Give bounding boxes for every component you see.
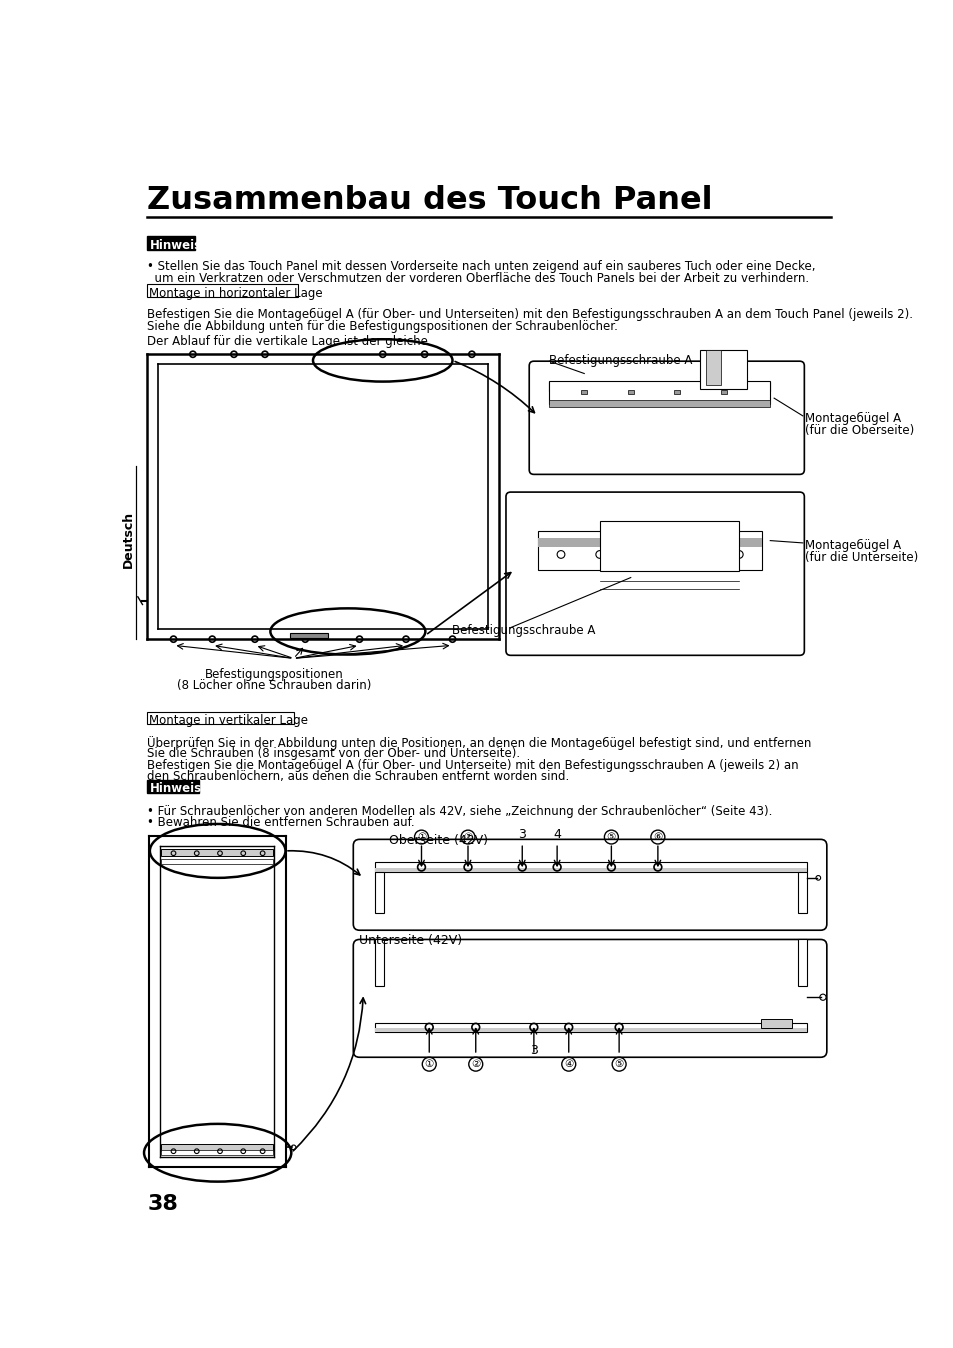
Bar [147, 780, 199, 793]
Polygon shape [537, 538, 761, 547]
Text: (8 Löcher ohne Schrauben darin): (8 Löcher ohne Schrauben darin) [177, 679, 371, 693]
Bar [161, 860, 273, 864]
Text: ②: ② [463, 832, 472, 842]
Circle shape [735, 550, 742, 558]
Text: Zusammenbau des Touch Panel: Zusammenbau des Touch Panel [147, 185, 712, 216]
Bar [375, 1029, 806, 1031]
Text: Hinweis: Hinweis [150, 239, 201, 252]
Circle shape [819, 993, 825, 1000]
Bar [375, 868, 806, 872]
Text: Der Ablauf für die vertikale Lage ist der gleiche.: Der Ablauf für die vertikale Lage ist de… [147, 336, 432, 348]
FancyBboxPatch shape [529, 361, 803, 474]
Bar [798, 940, 806, 985]
Text: • Für Schraubenlöcher von anderen Modellen als 42V, siehe „Zeichnung der Schraub: • Für Schraubenlöcher von anderen Modell… [147, 805, 772, 818]
Text: Befestigungspositionen: Befestigungspositionen [205, 669, 343, 682]
Text: 3: 3 [529, 1043, 537, 1057]
Text: um ein Verkratzen oder Verschmutzen der vorderen Oberfläche des Touch Panels bei: um ein Verkratzen oder Verschmutzen der … [147, 272, 808, 284]
Bar [147, 712, 294, 724]
Bar [720, 391, 726, 395]
Text: Befestigen Sie die Montageбügel A (für Ober- und Unterseiten) mit den Befestigun: Befestigen Sie die Montageбügel A (für O… [147, 309, 912, 321]
Text: (für die Unterseite): (für die Unterseite) [804, 550, 918, 563]
Text: Überprüfen Sie in der Abbildung unten die Positionen, an denen die Montageбügel : Überprüfen Sie in der Abbildung unten di… [147, 736, 811, 749]
Text: • Bewahren Sie die entfernen Schrauben auf.: • Bewahren Sie die entfernen Schrauben a… [147, 817, 415, 829]
Polygon shape [537, 531, 761, 570]
Text: ④: ④ [563, 1060, 573, 1069]
Text: Unterseite (42V): Unterseite (42V) [359, 934, 462, 948]
Text: (für die Oberseite): (für die Oberseite) [804, 423, 913, 437]
Text: 38: 38 [147, 1193, 178, 1213]
Bar [674, 391, 679, 395]
Text: Befestigungsschraube A: Befestigungsschraube A [452, 624, 596, 636]
Bar [375, 940, 384, 985]
Bar [700, 350, 746, 390]
FancyBboxPatch shape [353, 940, 826, 1057]
Text: Deutsch: Deutsch [122, 511, 135, 568]
Circle shape [596, 550, 603, 558]
FancyBboxPatch shape [353, 840, 826, 930]
Text: ⑥: ⑥ [653, 832, 661, 842]
Text: Montageбügel A: Montageбügel A [804, 539, 901, 553]
Text: • Stellen Sie das Touch Panel mit dessen Vorderseite nach unten zeigend auf ein : • Stellen Sie das Touch Panel mit dessen… [147, 260, 815, 274]
Bar [161, 1143, 273, 1151]
Circle shape [688, 550, 696, 558]
Circle shape [557, 550, 564, 558]
Bar [375, 863, 806, 872]
Bar [580, 391, 587, 395]
Text: 4: 4 [553, 828, 560, 841]
Text: Montage in vertikaler Lage: Montage in vertikaler Lage [150, 714, 308, 727]
Text: ⑤: ⑤ [606, 832, 616, 842]
Text: Montage in horizontaler Lage: Montage in horizontaler Lage [150, 287, 323, 299]
Bar [599, 522, 739, 572]
Circle shape [641, 550, 649, 558]
Circle shape [815, 876, 820, 880]
Bar [549, 381, 769, 404]
Bar [375, 872, 384, 913]
Bar [760, 1019, 791, 1029]
Bar [375, 1023, 806, 1031]
Bar [798, 872, 806, 913]
Circle shape [291, 1144, 295, 1150]
Text: den Schraubenlöchern, aus denen die Schrauben entfernt worden sind.: den Schraubenlöchern, aus denen die Schr… [147, 770, 569, 783]
Bar [161, 1150, 273, 1155]
Bar [290, 634, 328, 638]
Text: Befestigen Sie die Montageбügel A (für Ober- und Unterseite) mit den Befestigung: Befestigen Sie die Montageбügel A (für O… [147, 759, 798, 771]
Bar [147, 236, 195, 249]
Bar [147, 284, 298, 297]
Text: Befestigungsschraube A: Befestigungsschraube A [549, 355, 692, 367]
Text: Siehe die Abbildung unten für die Befestigungspositionen der Schraubenlöcher.: Siehe die Abbildung unten für die Befest… [147, 319, 618, 333]
Text: Sie die Schrauben (8 insgesamt von der Ober- und Unterseite).: Sie die Schrauben (8 insgesamt von der O… [147, 747, 519, 760]
Bar [705, 350, 720, 386]
FancyBboxPatch shape [505, 492, 803, 655]
Text: Montageбügel A: Montageбügel A [804, 412, 901, 425]
Text: Oberseite (42V): Oberseite (42V) [389, 834, 487, 847]
Text: ⑤: ⑤ [614, 1060, 623, 1069]
Text: ②: ② [471, 1060, 480, 1069]
Text: Hinweise: Hinweise [150, 782, 210, 795]
Text: ①: ① [424, 1060, 434, 1069]
Bar [161, 849, 273, 856]
Bar [627, 391, 633, 395]
Text: 3: 3 [517, 828, 526, 841]
Text: ①: ① [416, 832, 426, 842]
Bar [549, 400, 769, 407]
Bar [549, 381, 769, 391]
